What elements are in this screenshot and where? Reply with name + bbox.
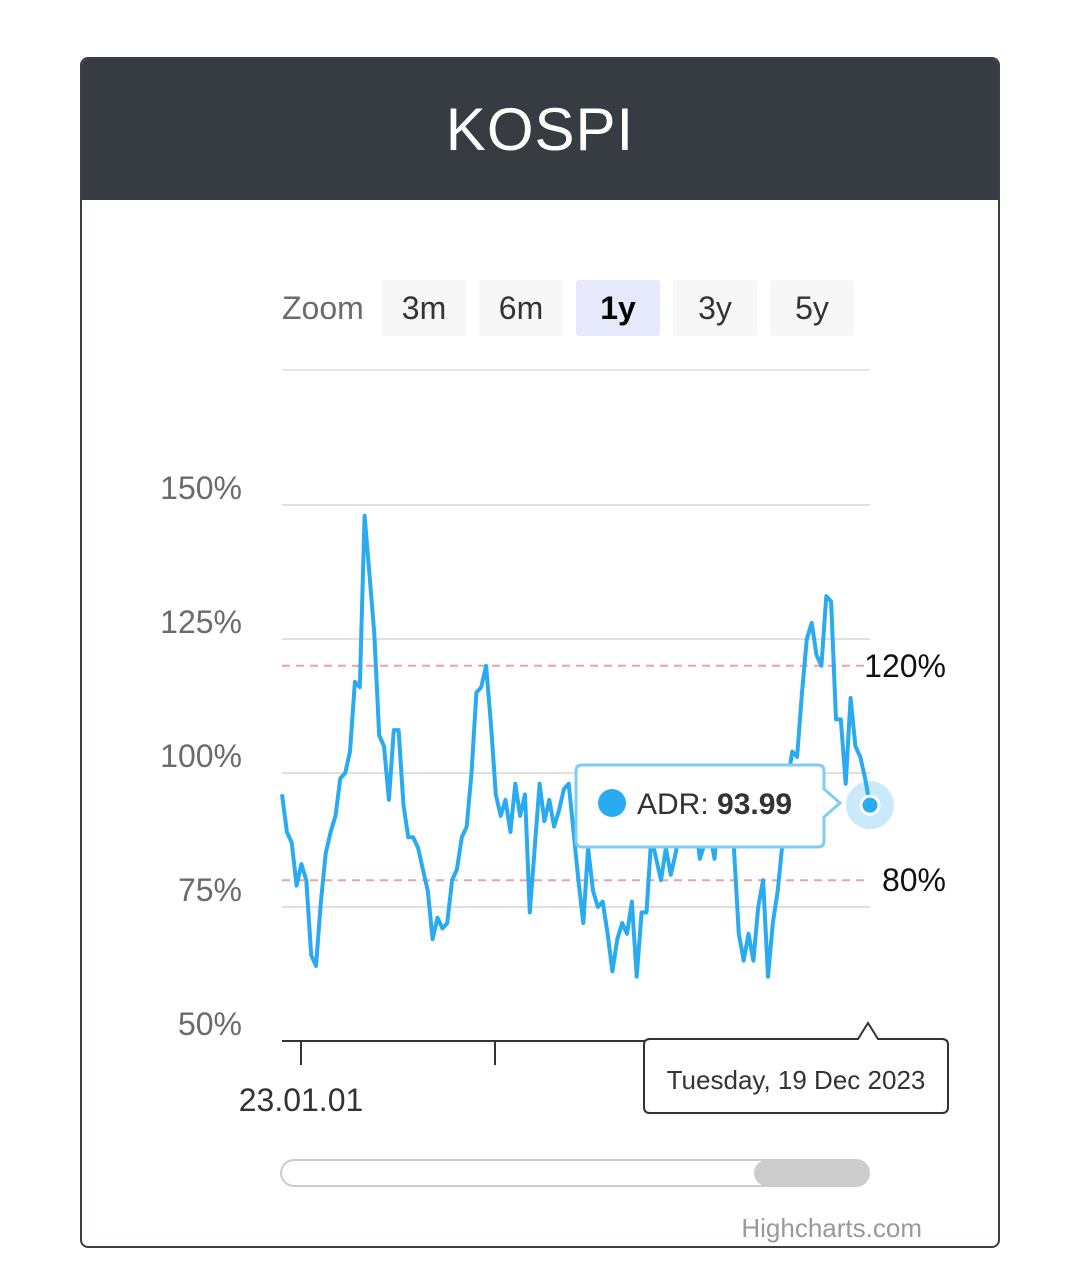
date-tooltip: Tuesday, 19 Dec 2023 [643,1021,949,1114]
zoom-button-3m[interactable]: 3m [382,280,466,336]
zoom-button-5y[interactable]: 5y [770,280,854,336]
zoom-button-label[interactable]: 1y [600,290,636,326]
tooltip-value: 93.99 [717,788,792,821]
zoom-button-bg[interactable] [576,280,660,336]
chart-header: KOSPI [82,59,998,200]
y-tick-label: 150% [160,470,242,506]
credits-link[interactable]: Highcharts.com [741,1213,922,1243]
zoom-label: Zoom [282,290,364,326]
y-tick-label: 75% [178,872,242,908]
zoom-button-bg[interactable] [382,280,466,336]
y-tick-label: 100% [160,738,242,774]
zoom-button-label[interactable]: 3y [698,290,732,326]
chart-title: KOSPI [445,96,635,163]
series-line-adr [280,513,872,979]
zoom-button-6m[interactable]: 6m [479,280,563,336]
zoom-button-bg[interactable] [770,280,854,336]
date-tooltip-text: Tuesday, 19 Dec 2023 [667,1065,926,1095]
zoom-button-bg[interactable] [479,280,563,336]
hover-point-dot [859,794,881,816]
threshold-lines: 120% 80% [282,648,946,898]
zoom-button-3y[interactable]: 3y [673,280,757,336]
threshold-label: 120% [864,648,946,684]
y-tick-label: 125% [160,604,242,640]
zoom-button-bg[interactable] [673,280,757,336]
y-tick-label: 50% [178,1006,242,1042]
chart-svg[interactable]: Zoom 3m 6m 1y 3y 5y 50% 75% 100% 125% 150% 120% 8… [82,59,1000,1248]
y-axis-labels: 50% 75% 100% 125% 150% [160,470,242,1042]
tooltip: ADR: 93.99 [574,763,843,849]
zoom-button-label[interactable]: 3m [402,290,446,326]
hover-marker [846,781,894,830]
zoom-selector: Zoom 3m 6m 1y 3y 5y [282,280,854,336]
navigator-scrollbar[interactable] [280,1159,870,1187]
scrollbar-thumb[interactable] [754,1160,869,1186]
x-tick-label: 23.01.01 [239,1082,364,1118]
tooltip-series-dot [598,789,626,817]
tooltip-box [574,763,843,849]
tooltip-series-name: ADR: [637,788,717,821]
zoom-button-label[interactable]: 6m [499,290,543,326]
threshold-label: 80% [882,862,946,898]
zoom-button-label[interactable]: 5y [795,290,829,326]
date-tooltip-box [643,1021,949,1114]
zoom-button-1y[interactable]: 1y [576,280,660,336]
tooltip-text: ADR: 93.99 [637,788,792,821]
chart-card: KOSPI Zoom 3m 6m 1y 3y 5y 50% 75% 100% 125% 150%… [80,57,1000,1248]
